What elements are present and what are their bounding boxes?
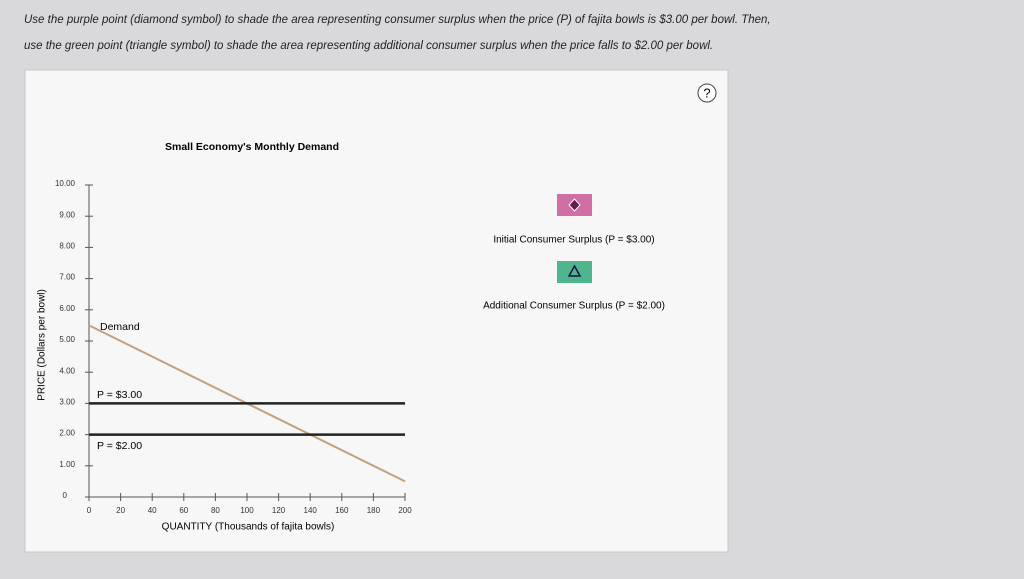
x-tick-label: 180 bbox=[367, 506, 381, 515]
x-tick-label: 160 bbox=[335, 506, 349, 515]
y-tick-label: 4.00 bbox=[59, 366, 75, 375]
x-tick-label: 200 bbox=[398, 506, 412, 515]
chart-title: Small Economy's Monthly Demand bbox=[165, 141, 339, 153]
panel bbox=[24, 69, 729, 553]
help-button[interactable] bbox=[697, 83, 717, 103]
tool-label: Initial Consumer Surplus (P = $3.00) bbox=[493, 235, 654, 246]
series-label: Demand bbox=[100, 321, 140, 333]
y-axis-label: PRICE (Dollars per bowl) bbox=[37, 289, 48, 401]
x-tick-label: 120 bbox=[272, 506, 286, 515]
tool-label: Additional Consumer Surplus (P = $2.00) bbox=[483, 301, 665, 312]
y-tick-label: 7.00 bbox=[59, 273, 75, 282]
y-tick-label: 1.00 bbox=[59, 460, 75, 469]
y-tick-label: 6.00 bbox=[59, 304, 75, 313]
help-label[interactable]: ? bbox=[703, 85, 710, 100]
y-tick-label: 8.00 bbox=[59, 242, 75, 251]
y-tick-label: 10.00 bbox=[55, 179, 76, 188]
x-tick-label: 140 bbox=[304, 506, 318, 515]
y-tick-label: 3.00 bbox=[59, 398, 75, 407]
series-label: P = $3.00 bbox=[97, 389, 142, 401]
y-tick-label: 2.00 bbox=[59, 429, 75, 438]
y-tick-label: 0 bbox=[63, 491, 68, 500]
x-tick-label: 60 bbox=[179, 506, 188, 515]
x-tick-label: 100 bbox=[240, 506, 254, 515]
y-tick-label: 9.00 bbox=[59, 210, 75, 219]
triangle-icon[interactable] bbox=[567, 264, 582, 277]
instruction: use the green point (triangle symbol) to… bbox=[24, 40, 713, 52]
diamond-icon[interactable] bbox=[568, 198, 581, 212]
x-tick-label: 20 bbox=[116, 506, 125, 515]
triangle-tool[interactable] bbox=[557, 261, 592, 283]
x-tick-label: 40 bbox=[148, 506, 157, 515]
x-tick-label: 80 bbox=[211, 506, 220, 515]
x-tick-label: 0 bbox=[87, 506, 92, 515]
instruction: Use the purple point (diamond symbol) to… bbox=[24, 14, 771, 26]
series-label: P = $2.00 bbox=[97, 440, 142, 452]
y-tick-label: 5.00 bbox=[59, 335, 75, 344]
x-axis-label: QUANTITY (Thousands of fajita bowls) bbox=[162, 522, 335, 533]
